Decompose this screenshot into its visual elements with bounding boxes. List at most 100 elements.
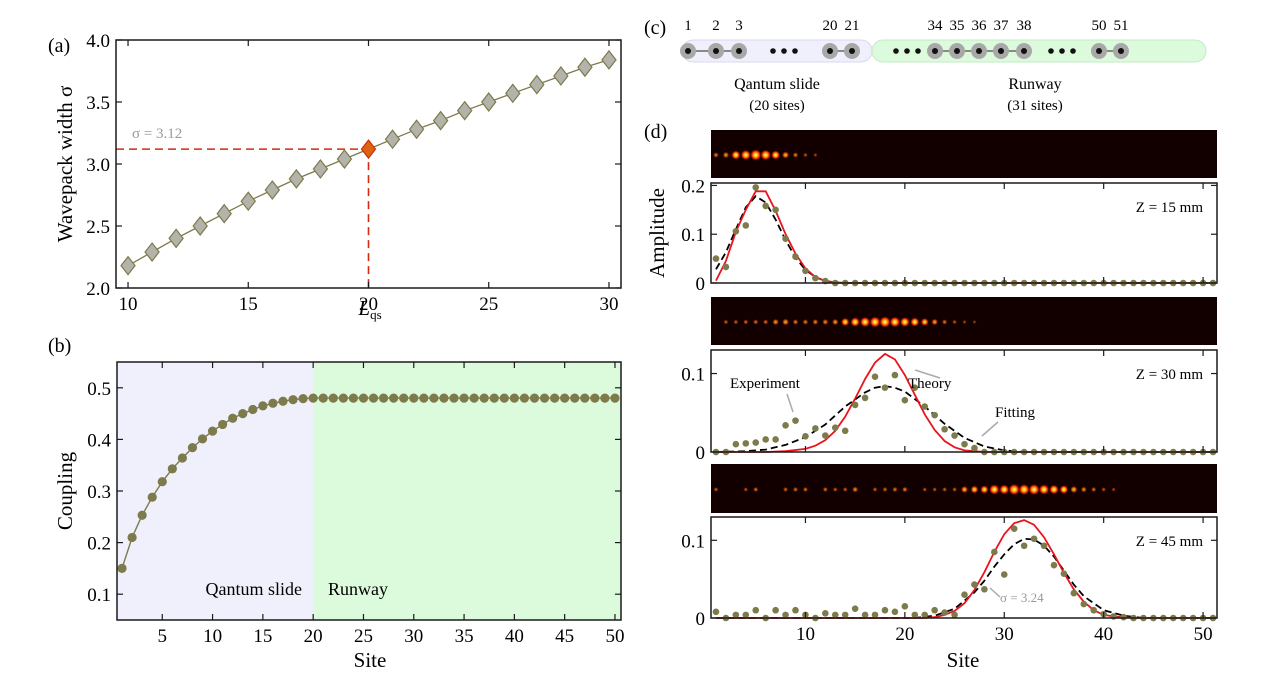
schematic-site-core — [954, 48, 960, 54]
intensity-spot — [770, 150, 781, 160]
y-tick-label: 0.2 — [87, 534, 111, 555]
experiment-point — [752, 184, 760, 191]
panel-b-coupling-vs-site: Qantum slide Runway 5 10 15 20 25 30 35 40 45 50 0.1… — [87, 361, 624, 647]
x-tick-label: 30 — [995, 624, 1014, 645]
intensity-spot — [822, 486, 829, 493]
coupling-point — [519, 393, 530, 403]
x-tick-label: 15 — [239, 294, 258, 315]
experiment-point — [792, 606, 799, 614]
intensity-spot — [889, 316, 901, 328]
schematic-ellipsis-runway-2-dot — [1048, 48, 1054, 54]
arrow-theory — [914, 369, 941, 379]
annotation-experiment: Experiment — [730, 376, 801, 392]
coupling-point — [550, 393, 560, 403]
panel-c-lattice-schematic: 1 2 3 20 21 34 35 36 37 38 50 51 Qantum slide (20 sit… — [680, 18, 1207, 114]
x-tick-label: 5 — [158, 626, 168, 647]
experiment-point — [921, 611, 929, 619]
schematic-site-label: 1 — [684, 18, 692, 34]
experiment-point — [971, 444, 978, 452]
x-tick-label: 20 — [895, 624, 914, 645]
schematic-quantum-slide-count: (20 sites) — [749, 98, 804, 114]
diamond-marker — [505, 83, 521, 104]
panel-a-xlabel-sub: qs — [370, 307, 382, 322]
intensity-spot — [1111, 487, 1116, 492]
intensity-spot — [970, 485, 979, 494]
coupling-point — [278, 396, 288, 406]
experiment-point — [831, 424, 839, 431]
diamond-marker — [120, 255, 136, 276]
experiment-point — [911, 611, 919, 619]
diamond-marker — [384, 129, 401, 150]
highlight-diamond-marker — [360, 139, 377, 160]
intensity-spot — [850, 317, 861, 327]
experiment-point — [921, 403, 929, 410]
schematic-site-core — [685, 48, 691, 54]
schematic-site-core — [849, 48, 855, 54]
coupling-point — [197, 434, 208, 444]
coupling-point — [207, 426, 218, 436]
intensity-spot — [1048, 484, 1059, 495]
arrow-sigma-fit — [989, 587, 1001, 598]
experiment-point — [1040, 542, 1048, 550]
x-tick-label: 45 — [555, 626, 574, 647]
coupling-point — [570, 393, 580, 403]
intensity-spot — [772, 318, 780, 326]
plot-bg-z2 — [711, 350, 1217, 452]
experiment-point — [861, 394, 869, 402]
schematic-ellipsis-runway-1-dot — [915, 48, 921, 54]
y-tick-label: 0.4 — [87, 430, 111, 451]
experiment-point — [961, 591, 968, 598]
experiment-point — [1070, 589, 1078, 597]
schematic-site-core — [932, 48, 938, 54]
coupling-point — [358, 393, 369, 403]
fitting-curve — [716, 537, 1213, 619]
intensity-spot — [831, 318, 839, 326]
coupling-point — [177, 453, 187, 463]
diamond-marker — [288, 168, 305, 189]
schematic-site-core — [976, 48, 982, 54]
experiment-point — [722, 263, 730, 271]
experiment-point — [712, 255, 720, 262]
intensity-spot — [920, 317, 929, 327]
intensity-spot — [942, 486, 948, 493]
intensity-spot — [743, 319, 749, 325]
experiment-point — [782, 422, 789, 429]
experiment-point — [971, 581, 978, 588]
experiment-point — [802, 433, 809, 440]
plot-z2-frame — [710, 349, 1218, 453]
intensity-spot — [922, 487, 928, 492]
experiment-point — [742, 222, 750, 229]
experiment-point — [961, 440, 968, 448]
intensity-spot — [872, 486, 878, 493]
experiment-point — [812, 425, 819, 432]
experiment-point — [762, 202, 769, 210]
schematic-site-label: 36 — [972, 18, 988, 34]
coupling-point — [258, 401, 268, 411]
experiment-point — [822, 610, 829, 617]
coupling-point — [228, 413, 238, 423]
experiment-point — [931, 411, 938, 419]
schematic-site-label: 20 — [823, 18, 838, 34]
experiment-point — [1050, 561, 1058, 569]
schematic-ellipsis-runway-2-dot — [1059, 48, 1065, 54]
intensity-spot — [792, 152, 799, 158]
experiment-point — [951, 611, 958, 619]
diamond-marker — [601, 49, 617, 70]
coupling-point — [368, 393, 379, 403]
schematic-site-label: 21 — [845, 18, 860, 34]
diamond-marker — [336, 149, 353, 170]
schematic-ellipsis-runway-1-dot — [904, 48, 910, 54]
schematic-site-core — [1096, 48, 1102, 54]
coupling-point — [439, 393, 449, 403]
intensity-spot — [1090, 486, 1097, 493]
coupling-point — [459, 393, 469, 403]
intensity-spot — [752, 486, 759, 493]
intensity-spot — [972, 319, 977, 325]
intensity-spot — [1101, 487, 1107, 492]
intensity-spot — [740, 149, 752, 161]
diamond-marker — [408, 119, 425, 140]
plot-bg-z3 — [711, 517, 1217, 618]
intensity-spot — [932, 487, 938, 492]
coupling-point — [318, 393, 328, 403]
diamond-marker — [264, 180, 281, 201]
